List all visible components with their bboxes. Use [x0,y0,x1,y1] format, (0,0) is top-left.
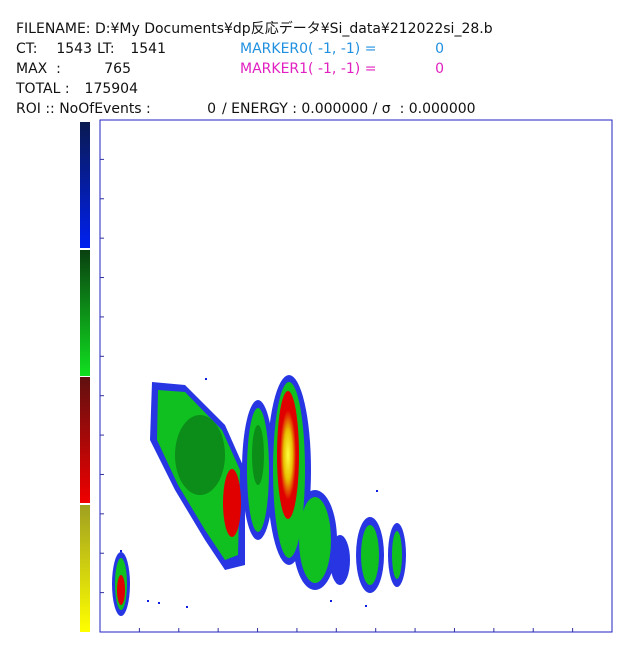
heatmap [112,375,406,616]
plot-frame [99,119,613,633]
marker0-label: MARKER0( -1, -1) = [240,41,377,57]
frame-ticks [100,158,574,632]
roi-events: 0 [207,101,216,117]
total-value: 175904 [84,81,138,97]
max-label: MAX : [16,61,61,77]
total-label: TOTAL : [16,81,70,97]
max-value: 765 [104,61,131,77]
roi-rest: / ENERGY : 0.000000 / σ : 0.000000 [222,101,476,117]
lt-value: 1541 [130,41,166,57]
marker0-value: 0 [435,41,444,57]
filename: FILENAME: D:¥My Documents¥dp反応データ¥Si_dat… [16,21,493,37]
ct-label: CT: [16,41,38,57]
marker1-value: 0 [435,61,444,77]
roi-label: ROI :: NoOfEvents : [16,101,151,117]
ct-value: 1543 [56,41,92,57]
marker1-label: MARKER1( -1, -1) = [240,61,377,77]
lt-label: LT: [97,41,115,57]
color-scale [80,122,90,632]
